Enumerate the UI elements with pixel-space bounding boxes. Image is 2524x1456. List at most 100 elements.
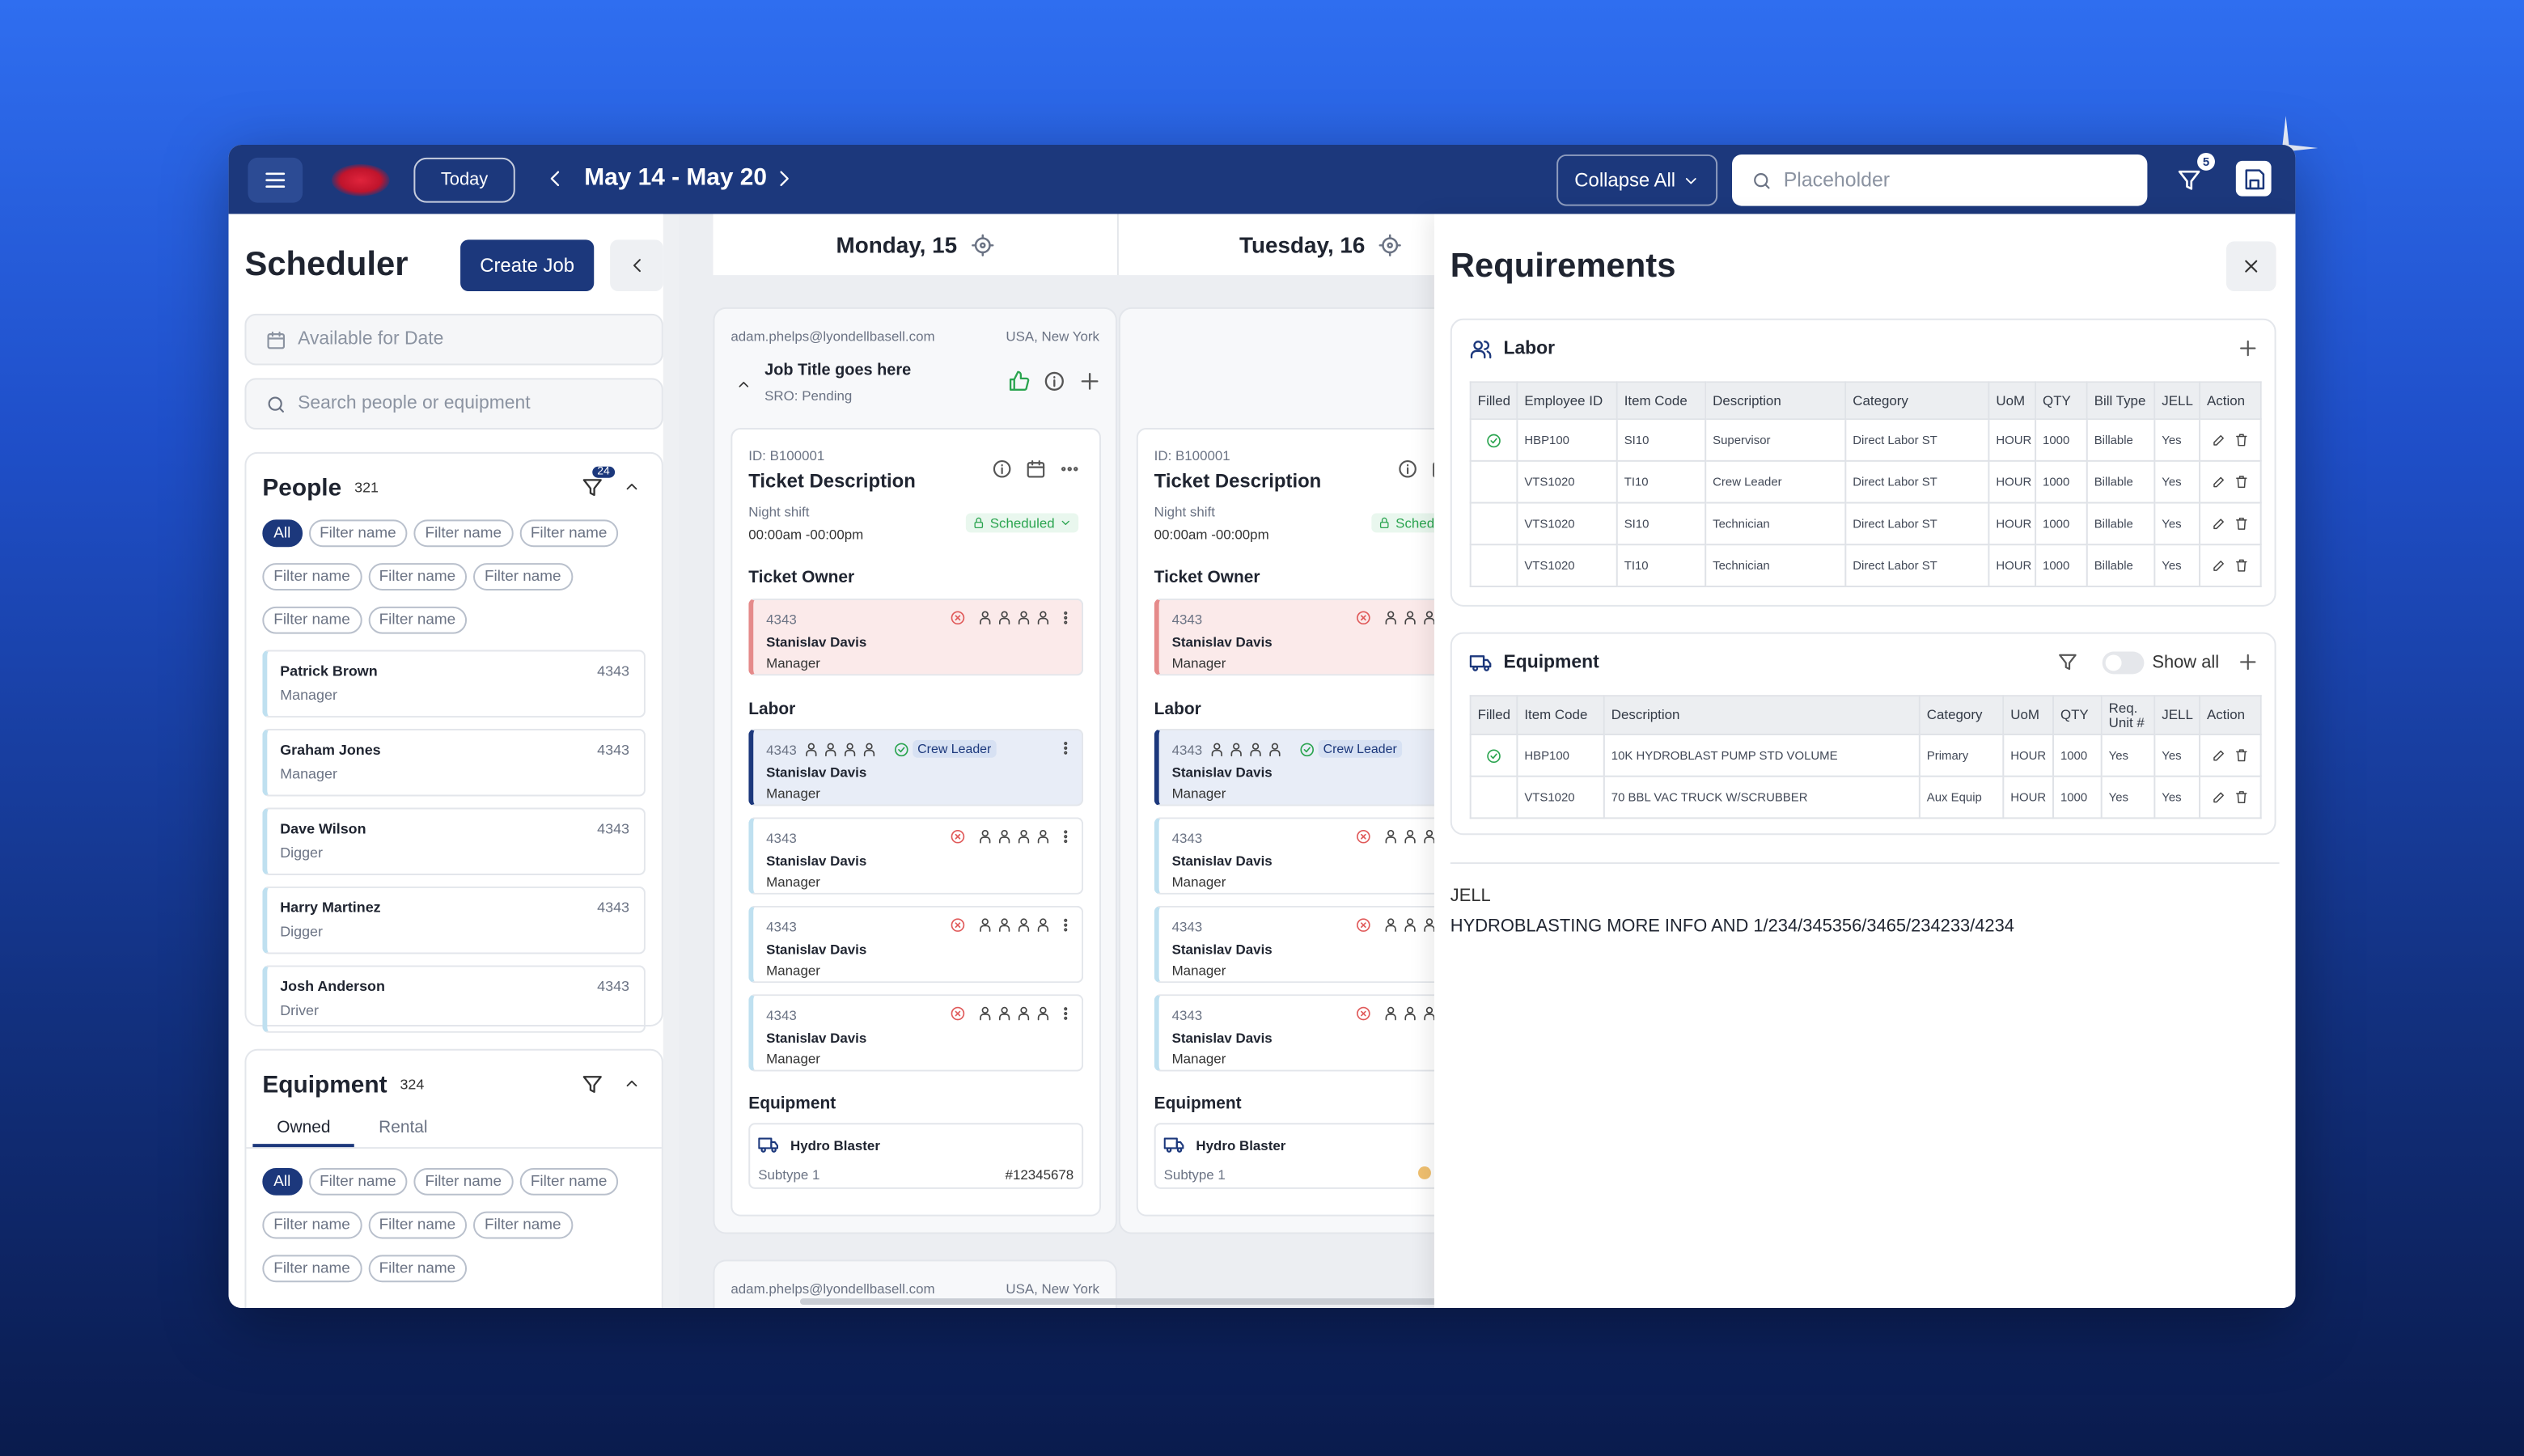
remove[interactable] xyxy=(1355,610,1371,626)
filter-chip[interactable]: All xyxy=(262,1167,303,1196)
filter-chip[interactable]: Filter name xyxy=(262,563,362,590)
info[interactable] xyxy=(1397,459,1418,480)
remove[interactable] xyxy=(1355,917,1371,933)
menu-button[interactable] xyxy=(248,157,303,203)
search-box[interactable]: Placeholder xyxy=(1732,154,2148,206)
more[interactable] xyxy=(1057,917,1074,933)
delete[interactable] xyxy=(2234,433,2249,447)
person-row[interactable]: Dave Wilson 4343 Digger xyxy=(262,807,646,875)
filter-chip[interactable]: Filter name xyxy=(367,606,468,634)
status-badge[interactable]: Scheduled xyxy=(965,513,1079,533)
edit[interactable] xyxy=(2212,748,2226,763)
filter[interactable] xyxy=(2057,652,2078,673)
delete[interactable] xyxy=(2234,516,2249,531)
column-header: UoM xyxy=(2002,695,2054,735)
cell: 1000 xyxy=(2035,502,2088,546)
save-button[interactable] xyxy=(2235,160,2272,197)
person-card[interactable]: 4343 Stanislav Davis Manager xyxy=(748,817,1084,895)
today-button[interactable]: Today xyxy=(413,157,515,203)
filter-chip[interactable]: Filter name xyxy=(413,519,513,548)
person-card[interactable]: 4343 Stanislav Davis Manager Crew Leader xyxy=(748,728,1084,806)
edit[interactable] xyxy=(2212,433,2226,447)
person-card[interactable]: 4343 Stanislav Davis Manager xyxy=(748,905,1084,984)
person-card[interactable]: 4343 Stanislav Davis Manager xyxy=(1154,994,1436,1072)
available-date-input[interactable]: Available for Date xyxy=(244,313,663,366)
job-info[interactable] xyxy=(1043,370,1065,392)
person-card[interactable]: 4343 Stanislav Davis Manager Crew Leader xyxy=(1154,728,1436,806)
remove[interactable] xyxy=(950,828,966,844)
calendar[interactable] xyxy=(1431,459,1436,480)
person-card[interactable]: 4343 Stanislav Davis Manager xyxy=(748,598,1084,676)
approve[interactable] xyxy=(1008,370,1031,392)
person-role: Manager xyxy=(766,962,820,979)
next-week[interactable] xyxy=(773,167,795,190)
more[interactable] xyxy=(1059,459,1080,480)
equipment-item[interactable]: Hydro Blaster Subtype 1 xyxy=(1154,1123,1436,1189)
calendar[interactable] xyxy=(1026,459,1047,480)
collapse-job[interactable] xyxy=(735,376,752,392)
delete[interactable] xyxy=(2234,748,2249,763)
person-card[interactable]: 4343 Stanislav Davis Manager xyxy=(1154,817,1436,895)
edit[interactable] xyxy=(2212,790,2226,805)
remove[interactable] xyxy=(950,1005,966,1022)
filter-chip[interactable]: Filter name xyxy=(473,1211,573,1239)
edit[interactable] xyxy=(2212,475,2226,489)
person-row[interactable]: Graham Jones 4343 Manager xyxy=(262,728,646,797)
filter-chip[interactable]: All xyxy=(262,519,303,548)
person-row[interactable]: Harry Martinez 4343 Digger xyxy=(262,886,646,954)
collapse-equipment[interactable] xyxy=(623,1075,641,1093)
filter-chip[interactable]: Filter name xyxy=(262,1255,362,1283)
filled-cell xyxy=(1469,544,1518,587)
locate-icon[interactable] xyxy=(970,232,994,256)
remove[interactable] xyxy=(1355,828,1371,844)
filter-button[interactable] xyxy=(2176,167,2202,193)
more[interactable] xyxy=(1057,610,1074,626)
add[interactable] xyxy=(2238,652,2259,673)
info[interactable] xyxy=(992,459,1013,480)
people-filter[interactable] xyxy=(581,476,603,499)
remove[interactable] xyxy=(950,917,966,933)
delete[interactable] xyxy=(2234,558,2249,573)
tab[interactable]: Owned xyxy=(252,1111,355,1148)
tab[interactable]: Rental xyxy=(379,1118,428,1138)
collapse-all-button[interactable]: Collapse All xyxy=(1556,154,1718,206)
add[interactable] xyxy=(1078,370,1101,392)
equipment-item[interactable]: Hydro Blaster Subtype 1 #12345678 xyxy=(748,1123,1084,1189)
person-row[interactable]: Josh Anderson 4343 Driver xyxy=(262,965,646,1033)
close-button[interactable] xyxy=(2225,241,2276,291)
filter-chip[interactable]: Filter name xyxy=(308,1167,408,1196)
remove[interactable] xyxy=(950,610,966,626)
remove[interactable] xyxy=(1355,1005,1371,1022)
filter-chip[interactable]: Filter name xyxy=(519,1167,619,1196)
person-card[interactable]: 4343 Stanislav Davis Manager xyxy=(1154,905,1436,984)
filter-chip[interactable]: Filter name xyxy=(473,563,573,590)
filter-chip[interactable]: Filter name xyxy=(262,606,362,634)
filter-chip[interactable]: Filter name xyxy=(519,519,619,548)
edit[interactable] xyxy=(2212,516,2226,531)
person-row[interactable]: Patrick Brown 4343 Manager xyxy=(262,650,646,718)
people-search-input[interactable]: Search people or equipment xyxy=(244,378,663,430)
filter-chip[interactable]: Filter name xyxy=(413,1167,513,1196)
filter-chip[interactable]: Filter name xyxy=(367,563,468,590)
edit[interactable] xyxy=(2212,558,2226,573)
person-card[interactable]: 4343 Stanislav Davis Manager xyxy=(748,994,1084,1072)
person-card[interactable]: 4343 Stanislav Davis Manager xyxy=(1154,598,1436,676)
filter-chip[interactable]: Filter name xyxy=(367,1255,468,1283)
status-badge[interactable]: Scheduled xyxy=(1371,513,1436,533)
delete[interactable] xyxy=(2234,475,2249,489)
equipment-filter[interactable] xyxy=(581,1073,603,1096)
collapse-people[interactable] xyxy=(623,478,641,496)
prev-week[interactable] xyxy=(544,167,567,190)
delete[interactable] xyxy=(2234,790,2249,805)
divider xyxy=(1450,862,2280,865)
filter-chip[interactable]: Filter name xyxy=(367,1211,468,1239)
more[interactable] xyxy=(1057,740,1074,756)
add[interactable] xyxy=(2238,338,2259,359)
more[interactable] xyxy=(1057,1005,1074,1022)
collapse-sidebar-button[interactable] xyxy=(610,239,663,291)
filter-chip[interactable]: Filter name xyxy=(262,1211,362,1239)
more[interactable] xyxy=(1057,828,1074,844)
filter-chip[interactable]: Filter name xyxy=(308,519,408,548)
locate-icon[interactable] xyxy=(1378,232,1402,256)
create-job-button[interactable]: Create Job xyxy=(460,239,595,291)
